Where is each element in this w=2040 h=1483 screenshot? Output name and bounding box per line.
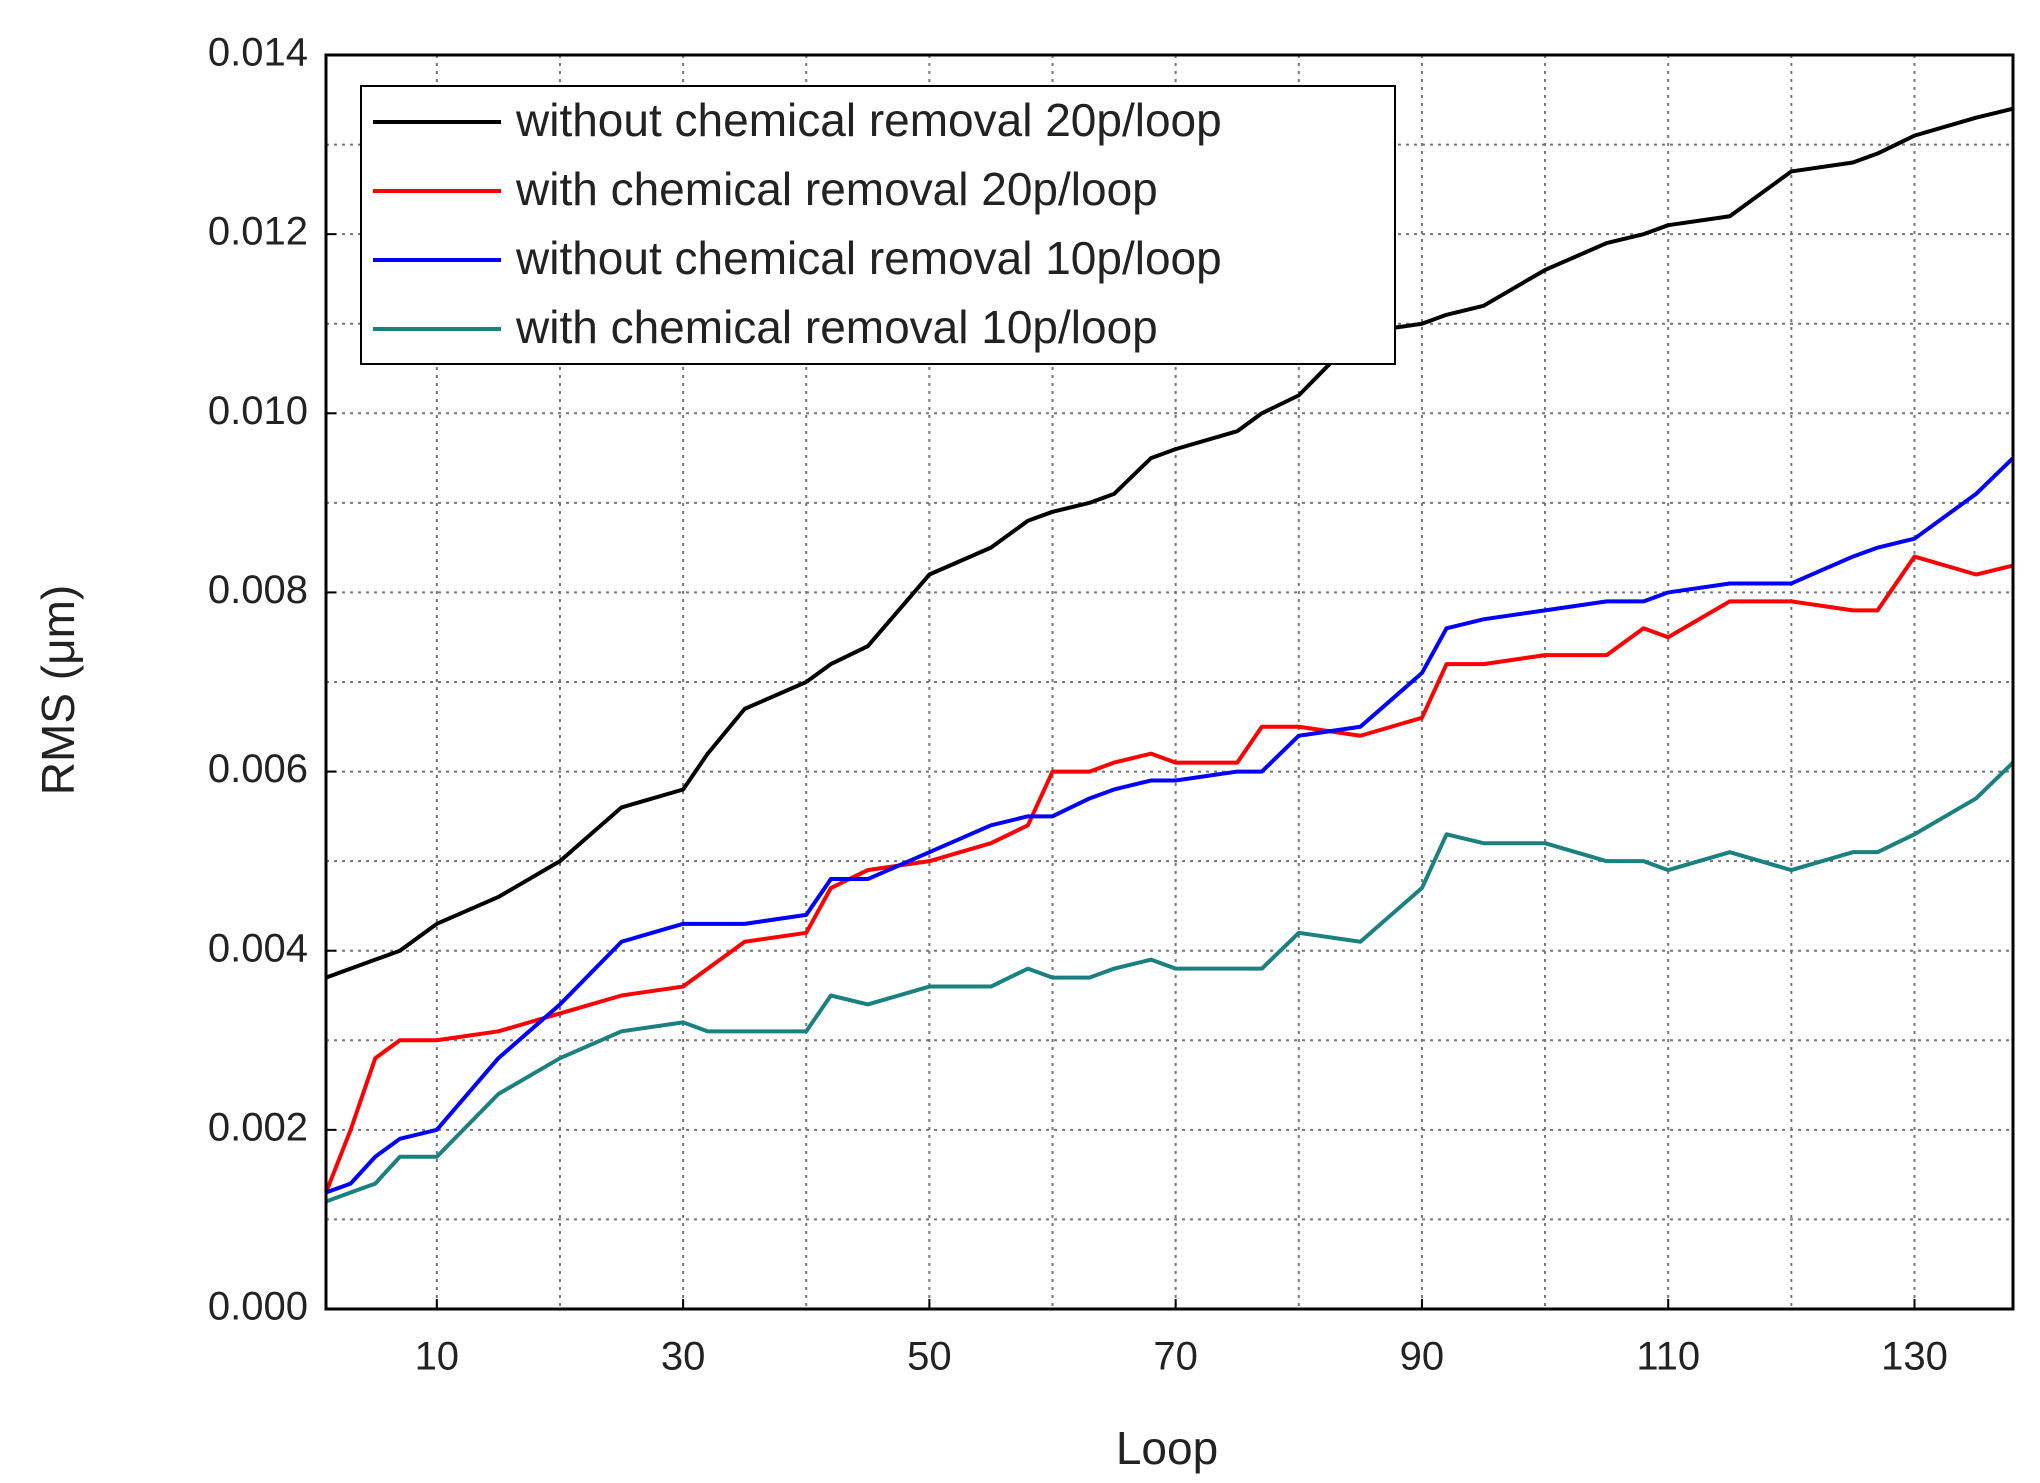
x-tick-label: 90 — [1400, 1335, 1445, 1379]
y-tick-label: 0.006 — [208, 747, 308, 791]
y-tick-label: 0.002 — [208, 1105, 308, 1149]
legend-box — [360, 85, 1396, 365]
y-tick-label: 0.014 — [208, 31, 308, 75]
y-tick-label: 0.004 — [208, 926, 308, 970]
x-tick-label: 10 — [415, 1335, 460, 1379]
legend-label: with chemical removal 10p/loop — [515, 301, 1158, 353]
y-axis-label: RMS (μm) — [32, 585, 84, 795]
legend-label: without chemical removal 20p/loop — [515, 94, 1222, 146]
series-line — [325, 761, 2015, 1204]
x-tick-label: 110 — [1636, 1335, 1700, 1379]
series-line — [324, 554, 2014, 1194]
x-tick-label: 30 — [661, 1335, 706, 1379]
legend-label: without chemical removal 10p/loop — [515, 232, 1222, 284]
y-tick-label: 0.008 — [208, 568, 308, 612]
x-tick-label: 70 — [1153, 1335, 1198, 1379]
y-tick-label: 0.012 — [208, 210, 308, 254]
legend: without chemical removal 20p/loop with ch… — [360, 85, 1396, 365]
x-tick-label: 130 — [1881, 1335, 1948, 1379]
y-tick-label: 0.000 — [208, 1285, 308, 1329]
x-tick-label: 50 — [907, 1335, 952, 1379]
x-axis-label: Loop — [1116, 1422, 1218, 1474]
plot-frame — [324, 53, 2015, 1311]
series-line — [325, 456, 2015, 1195]
legend-label: with chemical removal 20p/loop — [515, 163, 1158, 215]
series-line — [325, 106, 2014, 980]
y-tick-label: 0.010 — [208, 389, 308, 433]
